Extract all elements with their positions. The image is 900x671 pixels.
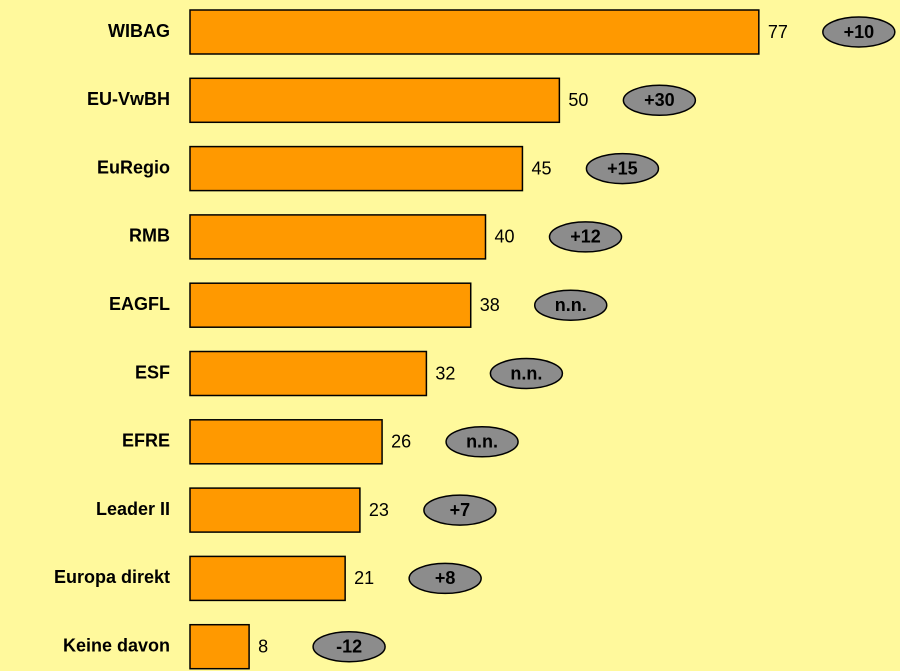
bar xyxy=(189,9,760,55)
annotation-label: n.n. xyxy=(510,363,542,383)
value-label: 26 xyxy=(391,432,411,452)
annotation-label: +12 xyxy=(570,227,601,247)
value-label: 50 xyxy=(568,90,588,110)
value-label: 40 xyxy=(495,227,515,247)
bar xyxy=(189,623,250,670)
annotation-label: -12 xyxy=(336,636,362,656)
annotation-label: +10 xyxy=(844,22,875,42)
annotation-badge xyxy=(408,562,482,595)
annotation-badge xyxy=(548,221,623,253)
annotation-label: n.n. xyxy=(555,295,587,315)
value-label: 21 xyxy=(354,568,374,588)
category-label: EuRegio xyxy=(97,157,170,177)
bar xyxy=(189,282,472,328)
bar xyxy=(189,350,428,397)
category-label: Leader II xyxy=(96,499,170,519)
annotation-label: n.n. xyxy=(466,432,498,452)
annotation-label: +8 xyxy=(435,568,456,588)
category-label: Keine davon xyxy=(63,635,170,655)
category-label: EFRE xyxy=(122,431,170,451)
annotation-label: +30 xyxy=(644,90,675,110)
value-label: 45 xyxy=(531,158,551,178)
annotation-badge xyxy=(585,152,660,185)
category-label: EAGFL xyxy=(109,294,170,314)
annotation-badge xyxy=(622,84,697,117)
value-label: 38 xyxy=(480,295,500,315)
annotation-badge xyxy=(822,16,896,48)
bar xyxy=(189,145,524,192)
category-label: WIBAG xyxy=(108,21,170,41)
bar xyxy=(189,419,383,465)
category-label: RMB xyxy=(129,226,170,246)
value-label: 77 xyxy=(768,22,788,42)
bar xyxy=(189,214,487,260)
bar xyxy=(189,487,361,533)
category-label: EU-VwBH xyxy=(87,89,170,109)
annotation-badge xyxy=(445,426,519,458)
annotation-badge xyxy=(489,357,564,390)
category-label: ESF xyxy=(135,362,170,382)
value-label: 32 xyxy=(435,363,455,383)
annotation-badge xyxy=(423,494,497,526)
category-label: Europa direkt xyxy=(54,567,170,587)
annotation-badge xyxy=(533,289,608,321)
bar xyxy=(189,77,561,124)
annotation-label: +15 xyxy=(607,158,638,178)
annotation-badge xyxy=(312,630,386,663)
annotation-label: +7 xyxy=(450,500,471,520)
value-label: 23 xyxy=(369,500,389,520)
bar xyxy=(189,555,346,602)
value-label: 8 xyxy=(258,636,268,656)
